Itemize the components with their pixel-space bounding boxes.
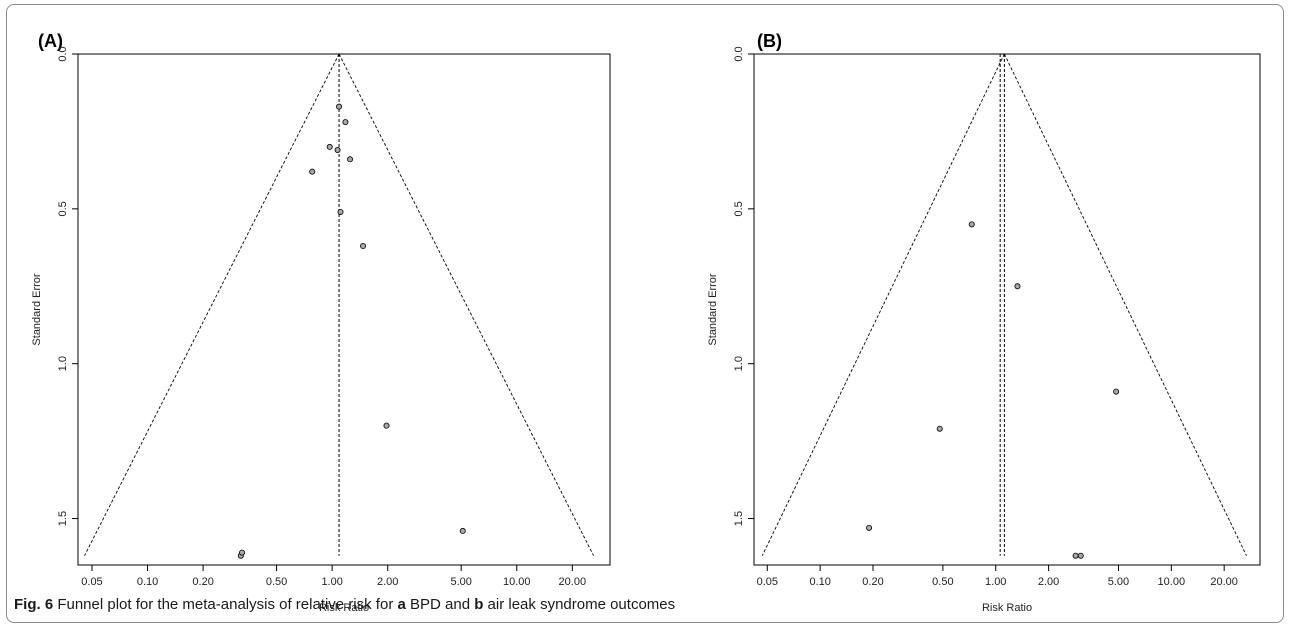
x-tick-label-b-0: 0.05 <box>757 576 778 588</box>
data-point-a-11 <box>239 549 246 556</box>
x-tick-label-a-0: 0.05 <box>81 576 102 588</box>
funnel-plot-a: (A) 0.05 0.10 0.20 0.50 1.00 2.00 5.00 10.00 20.0… <box>31 31 611 614</box>
data-point-a-7 <box>360 243 367 250</box>
data-point-a-3 <box>334 147 341 154</box>
y-tick-label-a-3: 1.5 <box>57 511 69 526</box>
data-point-a-2 <box>326 143 333 150</box>
plot-box-b <box>753 53 1261 566</box>
x-tick-label-b-2: 0.20 <box>862 576 883 588</box>
x-tick-label-b-4: 1.00 <box>985 576 1006 588</box>
x-tick-label-b-5: 2.00 <box>1038 576 1059 588</box>
data-point-b-3 <box>936 425 943 432</box>
figure-caption: Fig. 6 Funnel plot for the meta-analysis… <box>14 596 675 613</box>
y-tick-label-b-0: 0.0 <box>733 46 745 61</box>
funnel-right-line-a <box>338 53 595 556</box>
data-point-b-1 <box>1014 283 1021 290</box>
x-tick-label-b-7: 10.00 <box>1158 576 1186 588</box>
caption-a: a <box>397 596 406 613</box>
funnel-right-line-b <box>1003 53 1247 556</box>
y-tick-label-b-1: 0.5 <box>733 201 745 216</box>
data-point-a-5 <box>309 168 316 175</box>
caption-text-2: BPD and <box>405 596 475 613</box>
data-point-a-8 <box>383 422 390 429</box>
figure-frame <box>6 4 1284 623</box>
y-tick-label-a-0: 0.0 <box>57 46 69 61</box>
x-tick-label-a-5: 2.00 <box>377 576 398 588</box>
funnel-plot-b: (B) 0.05 0.10 0.20 0.50 1.00 2.00 5.00 10.00 20.0… <box>707 31 1261 614</box>
panel-label-b: (B) <box>757 31 782 51</box>
data-point-a-9 <box>459 527 466 534</box>
y-tick-label-b-2: 1.0 <box>733 356 745 371</box>
x-tick-label-a-1: 0.10 <box>137 576 158 588</box>
data-point-a-1 <box>342 119 349 126</box>
y-axis-title-a: Standard Error <box>31 273 43 345</box>
y-tick-label-b-3: 1.5 <box>733 511 745 526</box>
data-point-a-6 <box>337 208 344 215</box>
x-tick-label-b-6: 5.00 <box>1108 576 1129 588</box>
plot-box-a <box>77 53 611 566</box>
y-tick-label-a-2: 1.0 <box>57 356 69 371</box>
data-point-b-5 <box>1072 552 1079 559</box>
data-point-a-4 <box>347 156 354 163</box>
x-tick-label-b-3: 0.50 <box>932 576 953 588</box>
funnel-left-line-a <box>84 53 340 556</box>
x-axis-title-a: Risk Ratio <box>319 602 369 614</box>
data-point-b-6 <box>1077 552 1084 559</box>
caption-b: b <box>474 596 484 613</box>
x-axis-title-b: Risk Ratio <box>982 602 1032 614</box>
caption-text-3: air leak syndrome outcomes <box>483 596 676 613</box>
caption-label: Fig. 6 <box>14 596 54 613</box>
data-point-b-0 <box>968 221 975 228</box>
panel-label-a: (A) <box>38 31 63 51</box>
x-tick-label-a-6: 5.00 <box>450 576 471 588</box>
x-tick-label-b-8: 20.00 <box>1210 576 1238 588</box>
y-axis-title-b: Standard Error <box>707 273 719 345</box>
funnel-left-line-b <box>761 53 1005 556</box>
data-point-b-2 <box>1113 388 1120 395</box>
x-tick-label-a-7: 10.00 <box>503 576 531 588</box>
x-tick-label-a-8: 20.00 <box>559 576 587 588</box>
x-tick-label-b-1: 0.10 <box>809 576 830 588</box>
data-point-b-4 <box>866 524 873 531</box>
caption-text-1: Funnel plot for the meta-analysis of rel… <box>53 596 398 613</box>
y-tick-label-a-1: 0.5 <box>57 201 69 216</box>
x-tick-label-a-4: 1.00 <box>321 576 342 588</box>
x-tick-label-a-2: 0.20 <box>192 576 213 588</box>
data-point-a-0 <box>336 103 343 110</box>
x-tick-label-a-3: 0.50 <box>266 576 287 588</box>
